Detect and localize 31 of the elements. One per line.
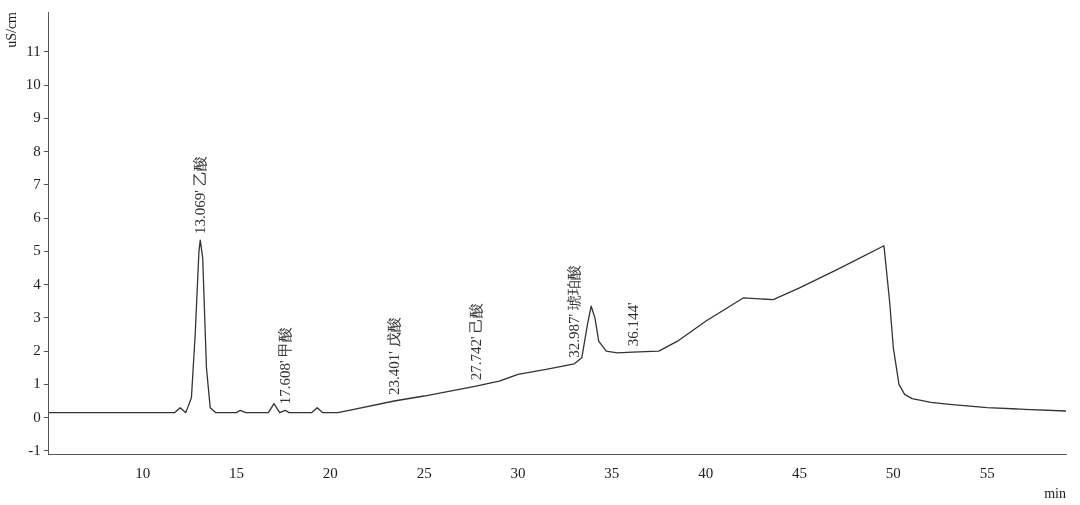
x-tick-label: 35 (604, 465, 620, 482)
y-tick-label: 6 (33, 209, 42, 226)
annotation: 17.608' 甲酸 (277, 326, 294, 405)
x-tick-label: 25 (416, 465, 432, 482)
y-tick-label: 7 (33, 175, 42, 192)
x-tick-label: 40 (698, 465, 714, 482)
y-tick-label: 8 (33, 142, 41, 159)
y-tick-label: 11 (26, 42, 41, 59)
y-tick-label: -1 (28, 441, 41, 458)
x-tick-label: 10 (135, 465, 151, 482)
annotation: 23.401' 戊酸 (386, 317, 403, 395)
y-axis-title: uS/cm (4, 11, 20, 48)
x-tick-label: 50 (885, 465, 901, 482)
x-tick-label: 45 (792, 465, 807, 482)
annotation: 27.742' 己酸 (467, 302, 484, 381)
y-tick-label: 0 (33, 408, 41, 425)
annotation: 32.987' 琥珀酸 (565, 265, 582, 358)
x-tick-label: 30 (510, 465, 526, 482)
y-tick-label: 2 (33, 342, 41, 359)
y-tick-label: 4 (33, 275, 42, 292)
y-tick-label: 5 (33, 242, 41, 259)
y-tick-label: 9 (33, 109, 41, 126)
annotation: 36.144' (625, 301, 642, 347)
x-tick-label: 15 (228, 465, 244, 482)
y-tick-label: 10 (25, 76, 41, 93)
x-tick-label: 55 (979, 465, 995, 482)
x-axis-title: min (1044, 486, 1066, 502)
x-tick-label: 20 (322, 465, 338, 482)
y-tick-label: 1 (33, 375, 41, 392)
annotation: 13.069' 乙酸 (192, 156, 209, 235)
y-tick-label: 3 (33, 308, 41, 325)
